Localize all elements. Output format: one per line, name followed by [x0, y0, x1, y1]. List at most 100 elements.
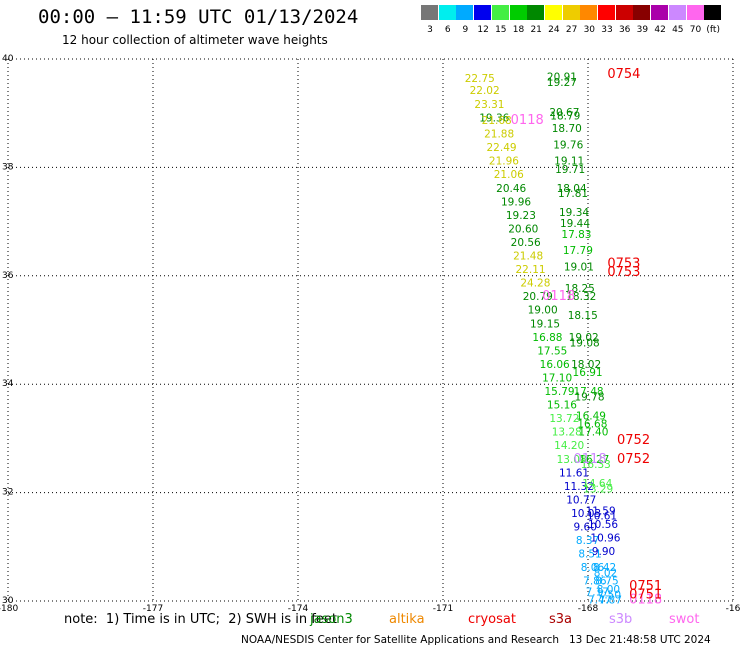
wave-height-label: 19.15 — [530, 318, 560, 330]
wave-height-label: 17.79 — [563, 245, 593, 257]
wave-height-label: 19.78 — [574, 391, 604, 403]
wave-height-label: 21.06 — [494, 169, 524, 181]
colorbar-swatch — [544, 5, 562, 20]
wave-height-label: 9.60 — [574, 522, 597, 534]
x-tick-label: -168 — [578, 604, 599, 614]
pass-time-label: 0751 — [629, 587, 662, 602]
wave-height-label: 23.31 — [474, 99, 504, 111]
wave-height-label: 22.02 — [470, 85, 500, 97]
wave-height-label: 10.03 — [571, 508, 601, 520]
wave-height-label: 19.01 — [564, 261, 594, 273]
wave-height-label: 7.47 — [588, 595, 611, 607]
mission-label: jason3 — [310, 612, 353, 627]
wave-height-label: 18.79 — [550, 111, 580, 123]
wave-height-label: 16.33 — [581, 459, 611, 471]
wave-height-label: 21.68 — [482, 115, 512, 127]
wave-height-label: 8.51 — [578, 549, 601, 561]
wave-height-label: 19.27 — [547, 77, 577, 89]
y-tick-label: 36 — [2, 271, 14, 281]
colorbar-swatch — [527, 5, 545, 20]
wave-height-label: 8.02 — [594, 568, 617, 580]
wave-height-label: 8.00 — [597, 584, 620, 596]
pass-time-label: 0751 — [629, 579, 662, 594]
wave-height-label: 19.96 — [501, 196, 531, 208]
wave-height-label: 7.17 — [586, 587, 609, 599]
mission-label: s3a — [549, 612, 573, 627]
tick-labels: -180 -177 -174 -171 -168 -16 30 32 34 36 38 40 — [0, 54, 740, 614]
colorbar-swatch — [686, 5, 704, 20]
x-tick-label: -177 — [143, 604, 163, 614]
wave-height-label: 16.68 — [577, 419, 607, 431]
wave-height-label: 16.88 — [532, 332, 562, 344]
wave-height-label: 18.15 — [568, 310, 598, 322]
y-tick-label: 32 — [2, 488, 13, 498]
wave-height-label: 20.91 — [547, 72, 577, 84]
y-tick-label: 30 — [2, 596, 14, 606]
colorbar-swatch — [704, 5, 722, 20]
wave-height-label: 10.61 — [587, 511, 617, 523]
wave-height-label: 18.70 — [552, 123, 582, 135]
wave-height-label: 21.48 — [513, 251, 543, 263]
wave-height-label: 20.46 — [496, 183, 526, 195]
wave-height-label: 8.37 — [576, 535, 599, 547]
wave-height-label: 13.08 — [557, 454, 587, 466]
mission-label: s3b — [609, 612, 633, 627]
chart-title: 00:00 – 11:59 UTC 01/13/2024 — [38, 6, 359, 28]
colorbar-label: 24 — [548, 25, 560, 35]
wave-height-label: 16.27 — [579, 454, 609, 466]
colorbar-swatch — [598, 5, 615, 20]
x-tick-label: -171 — [433, 604, 453, 614]
wave-height-label: 20.56 — [511, 237, 541, 249]
x-tick-label: -174 — [288, 604, 309, 614]
colorbar-label: 39 — [636, 25, 649, 35]
wave-height-label: 17.83 — [561, 229, 591, 241]
colorbar-label: 18 — [512, 25, 525, 35]
wave-height-label: 22.11 — [516, 264, 546, 276]
colorbar-label: 12 — [477, 25, 489, 35]
wave-height-label: 20.67 — [549, 107, 579, 119]
wave-height-label: 19.36 — [479, 112, 509, 124]
y-tick-label: 38 — [2, 162, 14, 172]
wave-height-label: 19.71 — [555, 164, 585, 176]
colorbar-label: 70 — [689, 25, 702, 35]
wave-height-label: 11.59 — [586, 505, 616, 517]
wave-height-label: 13.28 — [552, 427, 582, 439]
wave-height-label: 20.60 — [508, 223, 538, 235]
y-tick-label: 34 — [2, 379, 14, 389]
wave-height-label: 22.49 — [487, 142, 517, 154]
wave-height-label: 18.32 — [566, 291, 596, 303]
colorbar-label: 3 — [427, 25, 433, 35]
wave-height-label: 19.00 — [528, 305, 558, 317]
colorbar-label: 36 — [618, 25, 631, 35]
grid-lines — [7, 58, 734, 602]
wave-height-label: 20.79 — [523, 291, 553, 303]
x-tick-label: -180 — [0, 604, 18, 614]
wave-height-label: 18.25 — [565, 283, 595, 295]
colorbar-label: 6 — [444, 25, 451, 35]
wave-height-label: 17.81 — [558, 188, 588, 200]
wave-height-label: 11.61 — [559, 467, 589, 479]
wave-height-label: 7.87 — [599, 595, 622, 607]
wave-height-label: 14.20 — [554, 440, 584, 452]
wave-height-label: 15.16 — [547, 400, 577, 412]
colorbar-swatch — [562, 5, 580, 20]
wave-height-label: 13.72 — [549, 413, 579, 425]
wave-height-label: 19.02 — [569, 332, 599, 344]
wave-height-label: 21.88 — [484, 129, 514, 141]
pass-time-label: 0118 — [511, 113, 544, 128]
colorbar-label: 42 — [654, 25, 666, 35]
colorbar-label: 30 — [583, 25, 596, 35]
wave-height-label: 8.42 — [593, 562, 616, 574]
wave-height-label: 7.86 — [583, 576, 607, 588]
colorbar-swatch — [615, 5, 633, 20]
pass-time-label: 0754 — [607, 67, 640, 82]
wave-height-label: 8.06 — [581, 562, 605, 574]
wave-height-label: 19.44 — [560, 218, 590, 230]
colorbar-swatch — [491, 5, 509, 20]
pass-time-label: 0118 — [629, 593, 662, 608]
chart-subtitle: 12 hour collection of altimeter wave hei… — [62, 33, 328, 47]
pass-time-label: 0752 — [617, 452, 650, 467]
pass-time-label: 0752 — [617, 433, 650, 448]
y-tick-label: 40 — [2, 54, 14, 64]
